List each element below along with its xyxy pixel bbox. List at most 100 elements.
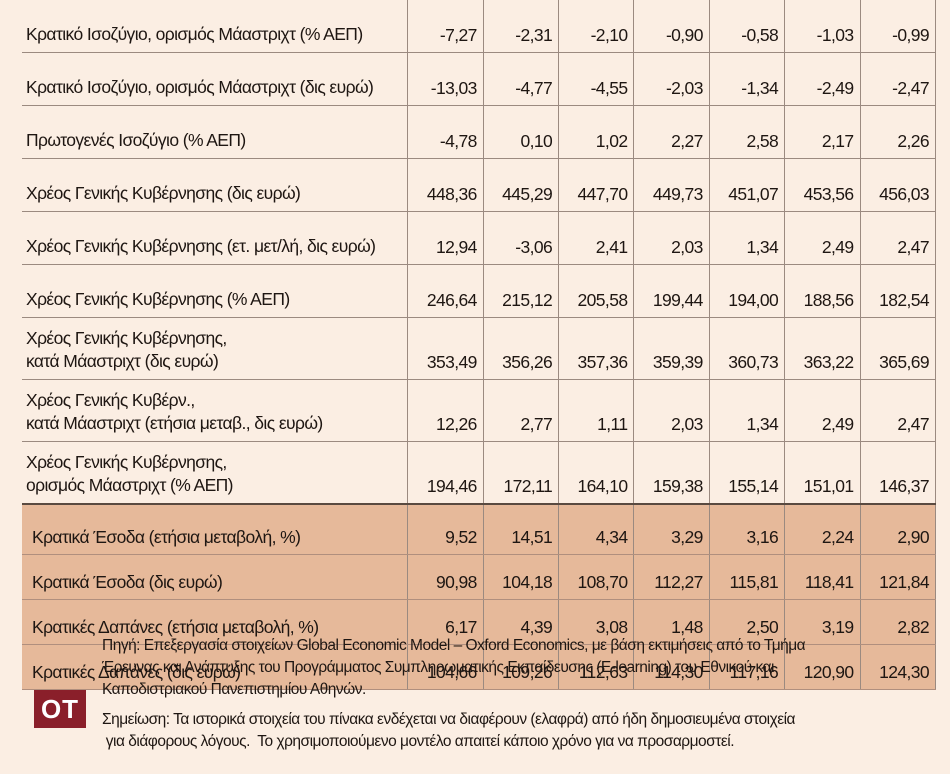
shaded-table-row: Κρατικές Δαπάνες (δις ευρώ) 104,66 109,26 1…: [22, 644, 937, 690]
remark-note: Σημείωση: Τα ιστορικά στοιχεία του πίνακ…: [102, 709, 938, 753]
value-cell: 357,36: [558, 317, 634, 380]
value-cell: 2,58: [708, 105, 785, 159]
value-cell: 12,26: [407, 379, 484, 442]
row-label: Κρατικό Ισοζύγιο, ορισμός Μάαστριχτ (% Α…: [22, 0, 408, 53]
row-label-line: Χρέος Γενικής Κυβέρνησης (% ΑΕΠ): [26, 289, 290, 309]
value-cell: 2,27: [633, 105, 710, 159]
source-line: Πηγή: Επεξεργασία στοιχείων Global Econo…: [102, 637, 806, 654]
value-cell: 118,41: [784, 554, 861, 600]
value-cell: -0,58: [708, 0, 785, 53]
value-cell: 121,84: [859, 554, 937, 600]
value-cell: 4,39: [482, 599, 559, 645]
value-cell: 2,41: [558, 211, 634, 265]
shaded-rows: Κρατικά Έσοδα (ετήσια μεταβολή, %) 9,52 14…: [22, 503, 937, 690]
value-cell: 112,27: [633, 554, 710, 600]
row-label-line: κατά Μάαστριχτ (δις ευρώ): [26, 351, 219, 371]
value-cell: 2,50: [708, 599, 785, 645]
table-row: Χρέος Γενικής Κυβέρνησης, κατά Μάαστριχτ …: [22, 317, 937, 380]
source-note: Πηγή: Επεξεργασία στοιχείων Global Econo…: [102, 635, 938, 701]
value-cell: 453,56: [784, 158, 861, 212]
row-label-line: Χρέος Γενικής Κυβέρνησης (δις ευρώ): [26, 183, 301, 203]
value-cell: 2,26: [859, 105, 937, 159]
table-row: Κρατικό Ισοζύγιο, ορισμός Μάαστριχτ (δις…: [22, 52, 937, 106]
row-label-line: Πρωτογενές Ισοζύγιο (% ΑΕΠ): [26, 130, 246, 150]
value-cell: 90,98: [407, 554, 484, 600]
value-cell: 14,51: [482, 503, 559, 555]
value-cell: 188,56: [784, 264, 861, 318]
value-cell: 353,49: [407, 317, 484, 380]
row-label: Κρατικές Δαπάνες (ετήσια μεταβολή, %): [22, 599, 408, 645]
value-cell: 12,94: [407, 211, 484, 265]
value-cell: -4,78: [407, 105, 484, 159]
table-row: Χρέος Γενικής Κυβέρνησης (% ΑΕΠ) 246,64 21…: [22, 264, 937, 318]
row-label: Πρωτογενές Ισοζύγιο (% ΑΕΠ): [22, 105, 408, 159]
row-label-line: Χρέος Γενικής Κυβέρν.,: [26, 390, 195, 410]
value-cell: -2,31: [482, 0, 559, 53]
value-cell: 9,52: [407, 503, 484, 555]
value-cell: 451,07: [708, 158, 785, 212]
value-cell: -13,03: [407, 52, 484, 106]
fiscal-table: Κρατικό Ισοζύγιο, ορισμός Μάαστριχτ (% Α…: [22, 0, 937, 690]
row-label: Χρέος Γενικής Κυβέρνησης (% ΑΕΠ): [22, 264, 408, 318]
value-cell: 117,16: [708, 644, 785, 690]
value-cell: 2,77: [482, 379, 559, 442]
row-label-line: Κρατικό Ισοζύγιο, ορισμός Μάαστριχτ (δις…: [26, 77, 374, 97]
value-cell: 2,82: [859, 599, 937, 645]
value-cell: 215,12: [482, 264, 559, 318]
value-cell: 363,22: [784, 317, 861, 380]
value-cell: 447,70: [558, 158, 634, 212]
value-cell: 1,02: [558, 105, 634, 159]
value-cell: 2,17: [784, 105, 861, 159]
value-cell: -0,90: [633, 0, 710, 53]
value-cell: 104,66: [407, 644, 484, 690]
source-line: Καποδιστριακού Πανεπιστημίου Αθηνών.: [102, 681, 366, 698]
remark-line: Σημείωση: Τα ιστορικά στοιχεία του πίνακ…: [102, 711, 796, 728]
value-cell: 3,29: [633, 503, 710, 555]
row-label: Χρέος Γενικής Κυβέρνησης (ετ. μετ/λή, δι…: [22, 211, 408, 265]
row-label: Κρατικά Έσοδα (δις ευρώ): [22, 554, 408, 600]
value-cell: 1,34: [708, 379, 785, 442]
value-cell: 359,39: [633, 317, 710, 380]
value-cell: 456,03: [859, 158, 937, 212]
row-label: Χρέος Γενικής Κυβέρν., κατά Μάαστριχτ (ετ…: [22, 379, 408, 442]
value-cell: 2,03: [633, 211, 710, 265]
value-cell: 0,10: [482, 105, 559, 159]
shaded-table-row: Κρατικές Δαπάνες (ετήσια μεταβολή, %) 6,1…: [22, 599, 937, 645]
value-cell: 448,36: [407, 158, 484, 212]
value-cell: -2,47: [859, 52, 937, 106]
table-row: Πρωτογενές Ισοζύγιο (% ΑΕΠ) -4,78 0,10 1,02…: [22, 105, 937, 159]
value-cell: -3,06: [482, 211, 559, 265]
value-cell: 205,58: [558, 264, 634, 318]
value-cell: 1,48: [633, 599, 710, 645]
value-cell: 159,38: [633, 441, 710, 505]
value-cell: 164,10: [558, 441, 634, 505]
value-cell: 199,44: [633, 264, 710, 318]
value-cell: 449,73: [633, 158, 710, 212]
table-row: Κρατικό Ισοζύγιο, ορισμός Μάαστριχτ (% Α…: [22, 0, 937, 53]
value-cell: 246,64: [407, 264, 484, 318]
value-cell: 2,90: [859, 503, 937, 555]
row-label: Κρατικό Ισοζύγιο, ορισμός Μάαστριχτ (δις…: [22, 52, 408, 106]
row-label: Χρέος Γενικής Κυβέρνησης (δις ευρώ): [22, 158, 408, 212]
value-cell: 155,14: [708, 441, 785, 505]
value-cell: 108,70: [558, 554, 634, 600]
value-cell: 114,30: [633, 644, 710, 690]
row-label-line: ορισμός Μάαστριχτ (% ΑΕΠ): [26, 475, 234, 495]
value-cell: 109,26: [482, 644, 559, 690]
value-cell: 2,47: [859, 379, 937, 442]
row-label: Χρέος Γενικής Κυβέρνησης, ορισμός Μάαστρι…: [22, 441, 408, 505]
value-cell: 2,49: [784, 211, 861, 265]
value-cell: 104,18: [482, 554, 559, 600]
value-cell: 172,11: [482, 441, 559, 505]
value-cell: -1,34: [708, 52, 785, 106]
value-cell: 151,01: [784, 441, 861, 505]
value-cell: -4,77: [482, 52, 559, 106]
value-cell: 6,17: [407, 599, 484, 645]
value-cell: 120,90: [784, 644, 861, 690]
shaded-table-row: Κρατικά Έσοδα (δις ευρώ) 90,98 104,18 108,7…: [22, 554, 937, 600]
row-label: Χρέος Γενικής Κυβέρνησης, κατά Μάαστριχτ …: [22, 317, 408, 380]
row-label-line: Χρέος Γενικής Κυβέρνησης,: [26, 328, 227, 348]
row-label-line: Κρατικό Ισοζύγιο, ορισμός Μάαστριχτ (% Α…: [26, 24, 363, 44]
value-cell: 3,16: [708, 503, 785, 555]
value-cell: 4,34: [558, 503, 634, 555]
